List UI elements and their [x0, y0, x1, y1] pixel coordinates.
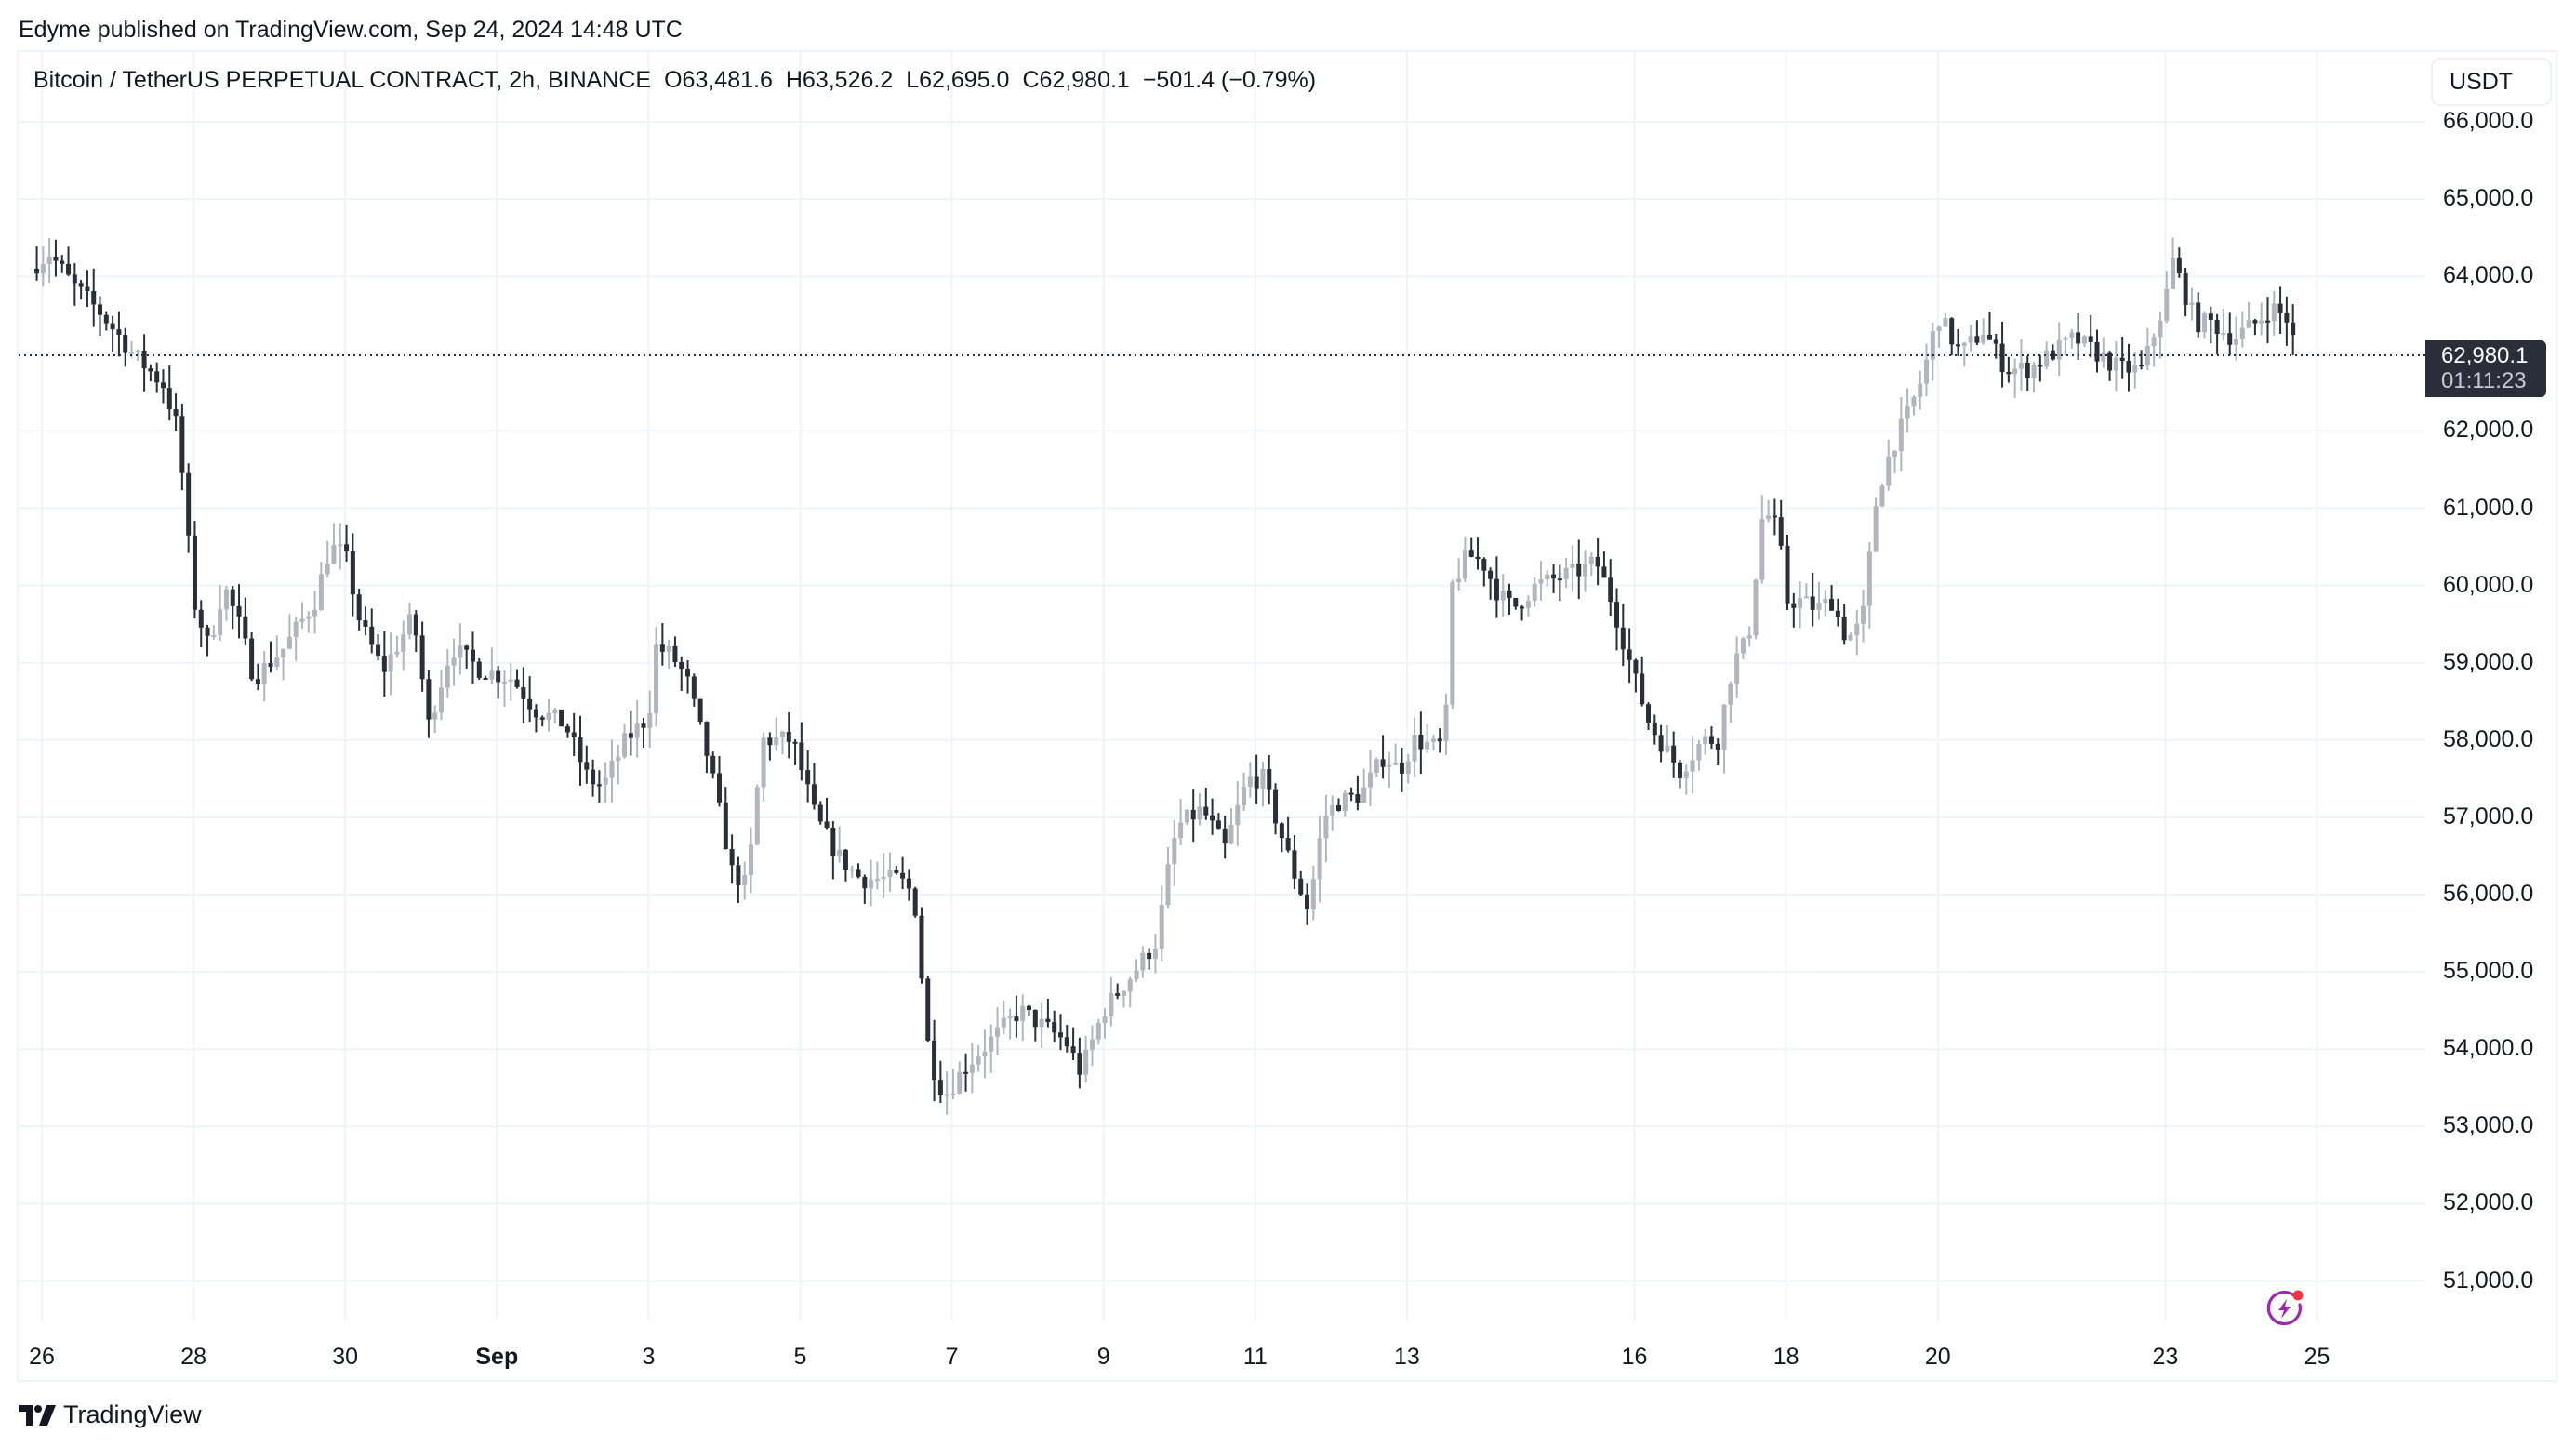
time-tick-label: 3 [642, 1344, 656, 1370]
chart-legend: Bitcoin / TetherUS PERPETUAL CONTRACT, 2… [33, 67, 1329, 94]
current-price-value: 62,980.1 [2441, 343, 2529, 368]
tradingview-brand-text: TradingView [63, 1401, 202, 1428]
ohlc-open: O63,481.6 [664, 67, 773, 93]
price-tick-label: 51,000.0 [2443, 1267, 2534, 1294]
ohlc-change: −501.4 (−0.79%) [1142, 67, 1317, 93]
price-tick-label: 56,000.0 [2443, 881, 2534, 907]
time-tick-label: 23 [2152, 1344, 2179, 1370]
current-price-label: 62,980.1 01:11:23 [2425, 340, 2546, 397]
candle-countdown: 01:11:23 [2441, 368, 2527, 393]
time-tick-label: 11 [1242, 1344, 1268, 1370]
time-tick-label: 30 [332, 1344, 359, 1370]
candles [34, 237, 2296, 1115]
price-tick-label: 66,000.0 [2443, 108, 2534, 134]
currency-unit-button[interactable]: USDT [2431, 58, 2552, 106]
tradingview-logo[interactable]: TradingView [19, 1401, 202, 1429]
published-by-line: Edyme published on TradingView.com, Sep … [19, 17, 683, 43]
time-tick-label: 9 [1096, 1344, 1110, 1370]
ohlc-high: H63,526.2 [785, 67, 894, 93]
time-tick-label: 28 [180, 1344, 206, 1370]
time-tick-label: 18 [1773, 1344, 1799, 1370]
price-tick-label: 65,000.0 [2443, 185, 2534, 212]
price-tick-label: 64,000.0 [2443, 262, 2534, 289]
price-tick-label: 62,000.0 [2443, 417, 2534, 444]
time-tick-label: 5 [793, 1344, 807, 1370]
price-tick-label: 54,000.0 [2443, 1035, 2534, 1062]
price-tick-label: 53,000.0 [2443, 1112, 2534, 1139]
time-tick-label: 26 [29, 1344, 55, 1370]
price-tick-label: 60,000.0 [2443, 571, 2534, 598]
price-tick-label: 58,000.0 [2443, 725, 2534, 752]
symbol-title[interactable]: Bitcoin / TetherUS PERPETUAL CONTRACT, 2… [33, 67, 652, 93]
time-tick-label: Sep [475, 1344, 519, 1370]
time-tick-label: 16 [1621, 1344, 1648, 1370]
ohlc-close: C62,980.1 [1022, 67, 1130, 93]
price-tick-label: 55,000.0 [2443, 958, 2534, 985]
time-tick-label: 13 [1393, 1344, 1420, 1370]
time-tick-label: 20 [1924, 1344, 1951, 1370]
price-tick-label: 59,000.0 [2443, 648, 2534, 675]
price-tick-label: 61,000.0 [2443, 494, 2534, 521]
time-tick-label: 7 [945, 1344, 959, 1370]
lightning-alert-icon[interactable] [2265, 1289, 2304, 1328]
time-tick-label: 25 [2304, 1344, 2330, 1370]
price-tick-label: 52,000.0 [2443, 1189, 2534, 1216]
price-tick-label: 57,000.0 [2443, 803, 2534, 830]
chart-frame [17, 50, 2557, 1382]
tradingview-logo-icon [19, 1404, 56, 1426]
ohlc-low: L62,695.0 [906, 67, 1010, 93]
